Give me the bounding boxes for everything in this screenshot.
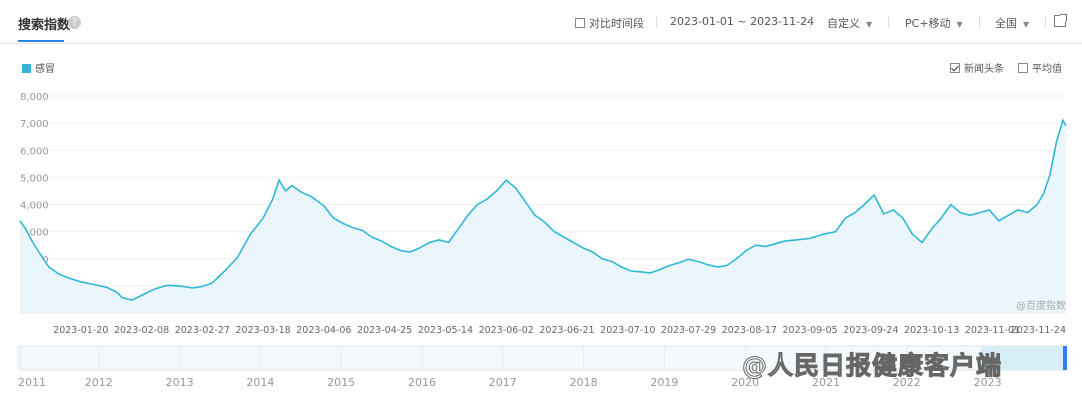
average-label: 平均值	[1032, 64, 1062, 75]
series-area	[20, 120, 1066, 314]
x-tick-label: 2023-09-05	[782, 325, 837, 336]
divider	[979, 16, 980, 28]
x-tick-label: 2023-08-17	[722, 325, 777, 336]
divider	[1045, 16, 1046, 28]
x-tick-label: 2023-10-13	[904, 325, 959, 336]
overview-year-label: 2011	[18, 376, 46, 389]
overview-year-label: 2020	[731, 376, 759, 389]
baidu-watermark: @百度指数	[1016, 299, 1066, 312]
overview-year-label: 2013	[166, 376, 194, 389]
x-tick-label: 2023-01-20	[53, 325, 108, 336]
checkbox-icon[interactable]	[1018, 63, 1028, 73]
y-tick-label: 4,000	[20, 201, 49, 212]
active-tab-indicator	[18, 40, 64, 42]
help-icon[interactable]: ?	[68, 16, 81, 29]
overview-year-label: 2012	[85, 376, 113, 389]
x-tick-label: 2023-04-06	[296, 325, 351, 336]
caret-down-icon: ▼	[956, 20, 963, 29]
news-label: 新闻头条	[964, 64, 1004, 75]
y-tick-label: 8,000	[20, 92, 49, 103]
overview-year-label: 2019	[650, 376, 678, 389]
x-tick-label: 2023-04-25	[357, 325, 412, 336]
overview-brush[interactable]: 2011 2012 2013 2014 2015 2016 2017 2018 2019 2020…	[17, 345, 1067, 389]
compare-period-toggle[interactable]: 对比时间段	[575, 15, 644, 31]
people-daily-watermark: @人民日报健康客户端	[741, 351, 1003, 381]
series-line	[19, 118, 1067, 301]
x-tick-label: 2023-02-08	[114, 325, 169, 336]
x-tick-label: 2023-06-21	[539, 325, 594, 336]
x-tick-label: 2023-06-02	[479, 325, 534, 336]
custom-range-select[interactable]: 自定义 ▼	[827, 15, 872, 31]
overview-year-label: 2023	[974, 376, 1002, 389]
region-label: 全国	[995, 17, 1017, 30]
x-tick-label: 2023-11-01	[965, 325, 1020, 336]
x-tick-label: 2023-05-14	[418, 325, 473, 336]
overview-handle	[1063, 346, 1067, 370]
x-tick-label: 2023-11-24	[1011, 325, 1066, 336]
x-tick-label: 2023-03-18	[235, 325, 290, 336]
legend-swatch	[22, 64, 31, 73]
region-select[interactable]: 全国 ▼	[995, 15, 1029, 31]
overview-year-label: 2021	[812, 376, 840, 389]
date-range-picker[interactable]: 2023-01-01 ~ 2023-11-24	[670, 15, 815, 28]
y-tick-label: 7,000	[20, 119, 49, 130]
page-title: 搜索指数	[18, 18, 71, 33]
caret-down-icon: ▼	[1023, 20, 1030, 29]
y-tick-label: 3,000	[20, 228, 49, 239]
y-tick-label: 5,000	[20, 173, 49, 184]
divider	[656, 16, 657, 28]
caret-down-icon: ▼	[866, 20, 873, 29]
device-label: PC+移动	[905, 17, 951, 30]
average-toggle[interactable]: 平均值	[1018, 60, 1062, 75]
overview-selection	[981, 346, 1066, 370]
x-tick-label: 2023-07-29	[661, 325, 716, 336]
y-tick-label: 6,000	[20, 146, 49, 157]
divider	[810, 16, 811, 28]
overview-year-label: 2015	[327, 376, 355, 389]
external-link-icon[interactable]	[1054, 14, 1067, 27]
device-select[interactable]: PC+移动 ▼	[905, 15, 963, 31]
toolbar: 搜索指数 ? 对比时间段 2023-01-01 ~ 2023-11-24 自定义…	[0, 0, 1082, 44]
overview-year-label: 2014	[246, 376, 274, 389]
legend[interactable]: 感冒	[22, 60, 55, 75]
checkbox-checked-icon[interactable]	[950, 63, 960, 73]
x-tick-label: 2023-09-24	[843, 325, 898, 336]
compare-checkbox-icon[interactable]	[575, 18, 585, 28]
overview-year-label: 2017	[489, 376, 517, 389]
overview-year-label: 2018	[570, 376, 598, 389]
legend-label: 感冒	[35, 64, 55, 75]
x-tick-label: 2023-07-10	[600, 325, 655, 336]
overview-year-label: 2016	[408, 376, 436, 389]
divider	[888, 16, 889, 28]
overview-year-label: 2022	[893, 376, 921, 389]
compare-period-label: 对比时间段	[589, 17, 644, 30]
news-headline-toggle[interactable]: 新闻头条	[950, 60, 1004, 75]
custom-range-label: 自定义	[827, 17, 860, 30]
x-tick-label: 2023-02-27	[175, 325, 230, 336]
